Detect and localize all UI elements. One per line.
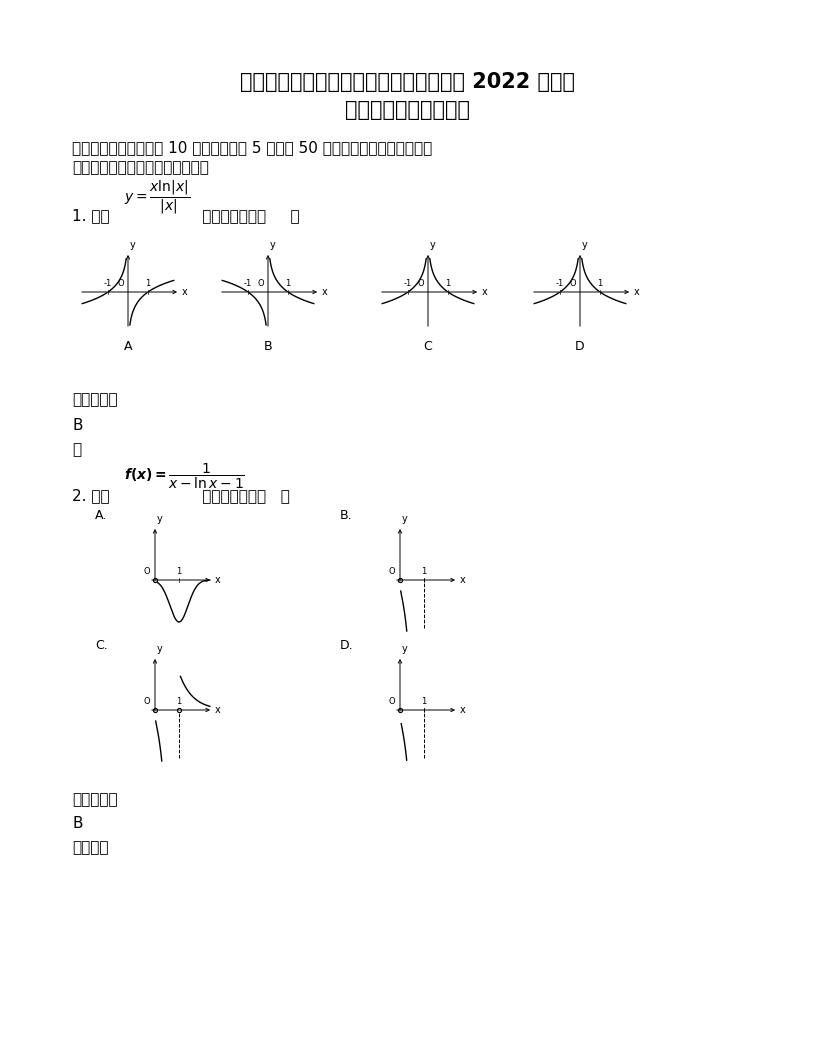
Text: 参考答案：: 参考答案： <box>72 792 118 808</box>
Text: 一、选择题：本大题共 10 小题，每小题 5 分，共 50 分。在每小题给出的四个选: 一、选择题：本大题共 10 小题，每小题 5 分，共 50 分。在每小题给出的四… <box>72 140 432 155</box>
Text: y: y <box>270 240 276 250</box>
Text: -1: -1 <box>404 279 412 288</box>
Text: x: x <box>215 576 221 585</box>
Text: $\boldsymbol{f(x)=\dfrac{1}{x-\ln x-1}}$: $\boldsymbol{f(x)=\dfrac{1}{x-\ln x-1}}$ <box>124 461 245 491</box>
Text: C: C <box>424 340 432 353</box>
Text: O: O <box>388 697 395 706</box>
Text: 1: 1 <box>446 279 450 288</box>
Text: 1. 函数                   的图像可能是（     ）: 1. 函数 的图像可能是（ ） <box>72 208 299 224</box>
Text: -1: -1 <box>556 279 564 288</box>
Text: x: x <box>460 576 466 585</box>
Text: x: x <box>215 705 221 715</box>
Text: B: B <box>264 340 273 353</box>
Text: x: x <box>634 287 640 297</box>
Text: 2. 函数                   的图象大致是（   ）: 2. 函数 的图象大致是（ ） <box>72 489 290 504</box>
Text: B: B <box>72 417 82 433</box>
Text: O: O <box>144 567 150 576</box>
Text: y: y <box>402 644 408 654</box>
Text: 1: 1 <box>421 567 427 576</box>
Text: 1: 1 <box>597 279 603 288</box>
Text: y: y <box>402 514 408 524</box>
Text: B.: B. <box>340 509 353 522</box>
Text: C.: C. <box>95 639 108 652</box>
Text: 1: 1 <box>286 279 290 288</box>
Text: y: y <box>157 514 162 524</box>
Text: 1: 1 <box>421 697 427 706</box>
Text: 湖南省张家界市慈利县高桥联校高桥中学 2022 年高三: 湖南省张家界市慈利县高桥联校高桥中学 2022 年高三 <box>241 72 575 92</box>
Text: D: D <box>575 340 585 353</box>
Text: 1: 1 <box>145 279 151 288</box>
Text: A: A <box>124 340 132 353</box>
Text: y: y <box>430 240 436 250</box>
Text: $y=\dfrac{x\ln|x|}{|x|}$: $y=\dfrac{x\ln|x|}{|x|}$ <box>124 178 190 215</box>
Text: O: O <box>257 279 264 288</box>
Text: 参考答案：: 参考答案： <box>72 393 118 408</box>
Text: y: y <box>157 644 162 654</box>
Text: D.: D. <box>340 639 353 652</box>
Text: y: y <box>130 240 135 250</box>
Text: B: B <box>72 816 82 831</box>
Text: x: x <box>482 287 488 297</box>
Text: 1: 1 <box>176 697 182 706</box>
Text: x: x <box>182 287 188 297</box>
Text: 1: 1 <box>176 567 182 576</box>
Text: x: x <box>322 287 328 297</box>
Text: -1: -1 <box>104 279 112 288</box>
Text: O: O <box>144 697 150 706</box>
Text: O: O <box>388 567 395 576</box>
Text: 数学理月考试卷含解析: 数学理月考试卷含解析 <box>345 100 471 120</box>
Text: O: O <box>570 279 576 288</box>
Text: 项中，只有是一个符合题目要求的: 项中，只有是一个符合题目要求的 <box>72 161 209 175</box>
Text: -1: -1 <box>244 279 252 288</box>
Text: 【分析】: 【分析】 <box>72 841 109 855</box>
Text: 略: 略 <box>72 442 81 457</box>
Text: O: O <box>417 279 424 288</box>
Text: y: y <box>582 240 588 250</box>
Text: O: O <box>118 279 124 288</box>
Text: x: x <box>460 705 466 715</box>
Text: A.: A. <box>95 509 107 522</box>
